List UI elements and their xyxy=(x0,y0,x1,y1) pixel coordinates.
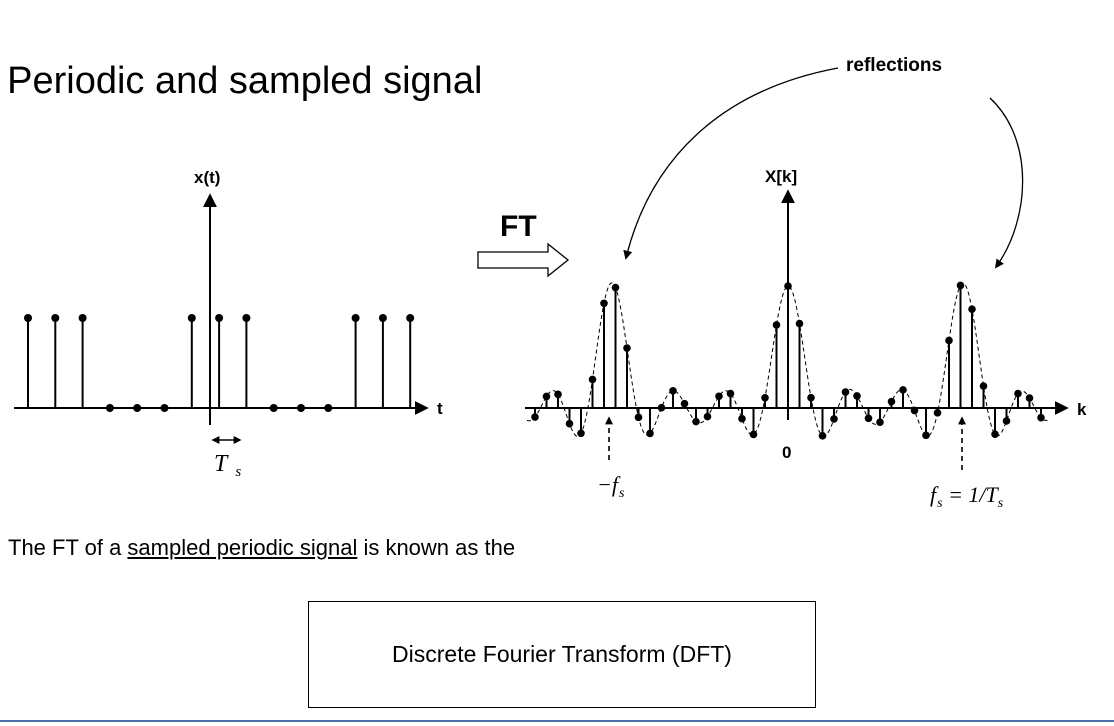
body-prefix: The FT of a xyxy=(8,535,128,560)
spectrum-sample-point xyxy=(784,282,792,290)
spectrum-sample-point xyxy=(853,392,861,400)
spectrum-sample-point xyxy=(795,319,804,328)
left-sample-point xyxy=(24,314,32,322)
spectrum-sample-point xyxy=(1037,413,1045,422)
spectrum-sample-point xyxy=(531,413,539,421)
spectrum-sample-point xyxy=(887,397,896,406)
reflection-arrow-left xyxy=(623,67,839,260)
spectrum-sample-point xyxy=(692,417,700,426)
spectrum-sample-point xyxy=(922,431,930,440)
spectrum-sample-point xyxy=(876,418,884,426)
spectrum-sample-point xyxy=(726,389,735,398)
spectrum-sample-point xyxy=(968,305,976,314)
spectrum-sample-point xyxy=(991,430,999,439)
spectrum-sample-point xyxy=(818,432,827,440)
neg-fs-label: −fs xyxy=(597,472,625,501)
spacing-label-main: T xyxy=(214,451,229,477)
spectrum-sample-point xyxy=(1002,417,1011,425)
spectrum-sample-point xyxy=(623,344,631,352)
left-x-label: t xyxy=(437,399,443,418)
spectrum-sample-point xyxy=(577,429,585,438)
neg-fs-sub: s xyxy=(619,486,625,501)
left-sample-point xyxy=(269,404,278,412)
spectrum-sample-point xyxy=(554,390,562,399)
spectrum-sample-point xyxy=(680,399,689,408)
spectrum-sample-point xyxy=(749,430,758,439)
ft-arrow-icon xyxy=(477,242,570,278)
spectrum-sample-point xyxy=(611,283,620,292)
left-sample-point xyxy=(351,314,360,322)
spectrum-sample-point xyxy=(669,386,677,395)
spectrum-sample-point xyxy=(542,392,551,401)
neg-fs-main: −f xyxy=(597,472,621,497)
right-x-label: k xyxy=(1077,400,1087,419)
page-title: . Periodic and sampled signal xyxy=(0,60,483,102)
spacing-label-sub: s xyxy=(235,464,241,480)
body-suffix: is known as the xyxy=(357,535,516,560)
left-sample-point xyxy=(105,404,114,412)
spectrum-sample-point xyxy=(933,409,942,417)
spectrum-sample-point xyxy=(715,392,723,401)
pos-fs-label: fs = 1/Ts xyxy=(930,482,1004,511)
answer-text: Discrete Fourier Transform (DFT) xyxy=(392,641,732,667)
left-sample-point xyxy=(215,314,224,322)
spectrum-sample-point xyxy=(979,382,988,390)
left-sample-point xyxy=(242,314,251,322)
body-text: The FT of a sampled periodic signal is k… xyxy=(8,535,515,561)
spectrum-sample-point xyxy=(772,321,781,329)
left-sample-point xyxy=(297,404,305,412)
spectrum-sample-point xyxy=(761,393,769,402)
left-y-label: x(t) xyxy=(194,168,220,187)
spectrum-sample-point xyxy=(830,415,838,423)
ft-label: FT xyxy=(500,210,537,243)
pos-fs-sub: s xyxy=(937,496,943,511)
pos-fs-rest: = 1/T xyxy=(943,482,1000,507)
pos-fs-rest-sub: s xyxy=(998,496,1004,511)
spectrum-sample-point xyxy=(657,403,666,412)
reflections-label: reflections xyxy=(846,55,942,76)
left-sample-point xyxy=(160,404,169,412)
spectrum-sample-point xyxy=(910,406,919,415)
reflection-arrow-right xyxy=(989,97,1024,269)
left-sample-point xyxy=(51,314,60,322)
left-sample-point xyxy=(133,404,142,412)
spectrum-sample-point xyxy=(738,414,746,423)
spectrum-sample-point xyxy=(1025,394,1034,402)
spectrum-sample-point xyxy=(703,412,712,421)
answer-box: Discrete Fourier Transform (DFT) xyxy=(308,601,816,708)
spectrum-sample-point xyxy=(588,375,597,384)
body-underlined: sampled periodic signal xyxy=(127,535,358,560)
left-sample-point xyxy=(406,314,415,322)
spectrum-sample-point xyxy=(634,413,643,422)
left-sample-point xyxy=(324,404,333,412)
spectrum-sample-point xyxy=(945,336,953,345)
right-plot: X[k] k 0 −fs fs = 1/Ts xyxy=(525,167,1087,511)
right-y-label: X[k] xyxy=(765,167,797,186)
spectrum-sample-point xyxy=(600,299,608,308)
spectrum-sample-point xyxy=(899,386,907,394)
left-sample-point xyxy=(378,314,387,322)
spectrum-sample-point xyxy=(807,393,815,402)
left-sample-point xyxy=(187,314,196,322)
spectrum-sample-point xyxy=(646,429,654,438)
spectrum-sample-point xyxy=(956,281,965,290)
spectrum-sample-point xyxy=(1014,389,1022,398)
spectrum-sample-point xyxy=(864,414,873,423)
spectrum-sample-point xyxy=(565,419,574,428)
bottom-rule xyxy=(0,720,1114,722)
spectrum-sample-point xyxy=(841,388,850,396)
left-sample-point xyxy=(78,314,87,322)
zero-label: 0 xyxy=(782,443,791,462)
pos-fs-main: f xyxy=(930,482,939,507)
